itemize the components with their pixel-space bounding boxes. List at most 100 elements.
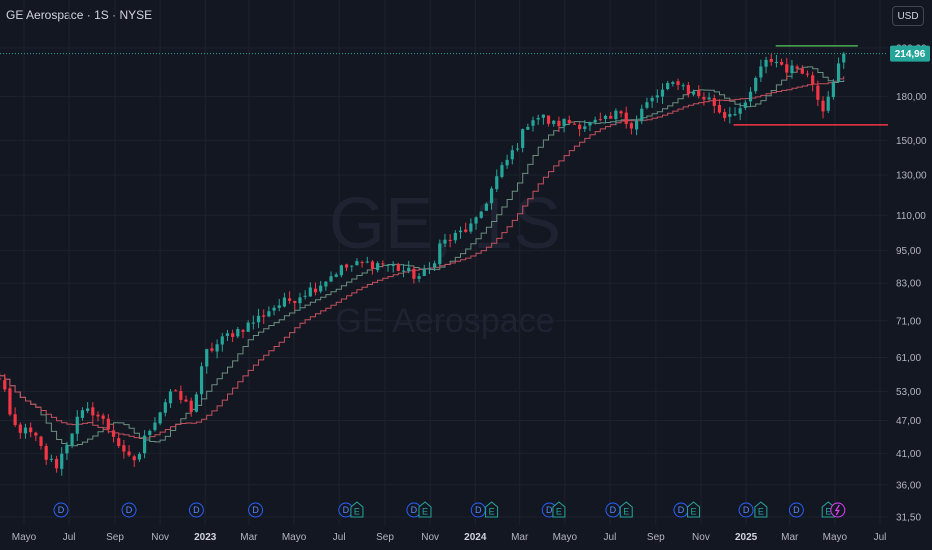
candle-body [91, 407, 95, 416]
candle-body [215, 344, 219, 352]
candle-body [759, 66, 763, 78]
price-axis: 220,00180,00150,00130,00110,0095,0083,00… [896, 44, 927, 524]
candle-body [578, 124, 582, 130]
candle-body [686, 84, 690, 95]
time-axis: Mayo Jul Sep Nov 2023 Mar Mayo Jul Sep Nov 2024 Mar… [12, 532, 887, 543]
candle-body [127, 451, 131, 456]
candle-body [831, 81, 835, 98]
candle-body [764, 59, 768, 67]
candle-body [660, 89, 665, 97]
candle-body [189, 400, 193, 413]
candle-body [370, 261, 375, 269]
candle-body [438, 243, 442, 265]
chart-grid [0, 0, 888, 525]
candle-body [624, 112, 628, 124]
candle-body [557, 120, 561, 127]
earnings-label: E [825, 507, 831, 517]
candle-body [546, 115, 551, 124]
candle-body [717, 104, 722, 113]
x-tick-label: 2023 [194, 532, 217, 543]
candle-body [774, 61, 779, 63]
candle-body [303, 295, 307, 297]
candle-body [526, 126, 530, 130]
candle-body [386, 264, 390, 266]
dividend-label: D [743, 505, 750, 515]
currency-button[interactable]: USD [892, 6, 924, 26]
dividend-icon [188, 502, 204, 518]
candle-body [381, 263, 385, 265]
y-tick-label: 71,00 [896, 316, 921, 327]
candle-body [603, 115, 608, 119]
candle-body [86, 408, 90, 411]
candle-body [567, 119, 571, 124]
candle-body [0, 378, 2, 380]
candle-body [293, 300, 297, 304]
candle-body [168, 391, 173, 404]
x-tick-label: Mar [240, 532, 258, 543]
candle-body [267, 311, 271, 317]
candle-body [583, 126, 587, 129]
candle-body [738, 108, 742, 114]
earnings-icon [619, 501, 633, 518]
candle-body [598, 119, 602, 121]
candle-body [262, 315, 266, 317]
candle-body [101, 415, 105, 419]
candle-body [412, 268, 416, 279]
candle-body [111, 430, 116, 437]
earnings-label: E [489, 507, 495, 517]
earnings-label: E [691, 507, 697, 517]
candle-body [106, 418, 110, 430]
candle-body [780, 62, 784, 65]
dividend-label: D [678, 505, 685, 515]
symbol-name: GE Aerospace [6, 8, 84, 22]
candle-body [18, 424, 22, 433]
candle-body [531, 120, 535, 126]
earnings-icon [552, 501, 566, 518]
y-tick-label: 150,00 [896, 136, 927, 147]
candle-body [536, 117, 540, 120]
candle-body [495, 176, 499, 190]
earnings-label: E [422, 507, 428, 517]
candle-body [785, 64, 789, 73]
candle-body [681, 85, 685, 87]
candle-body [691, 91, 696, 95]
candle-body [464, 229, 468, 232]
candle-body [210, 348, 214, 351]
candle-body [743, 102, 747, 108]
chart-title: GE Aerospace · 1S · NYSE [6, 8, 152, 22]
candle-body [319, 285, 323, 292]
candle-body [655, 95, 659, 98]
candle-body [401, 270, 406, 272]
candle-body [728, 114, 732, 117]
candle-body [733, 114, 737, 116]
candle-body [282, 297, 287, 307]
candle-body [469, 223, 473, 232]
candle-body [277, 305, 281, 308]
title-separator: · [86, 8, 91, 22]
candle-body [148, 430, 152, 436]
candle-body [790, 65, 794, 74]
candle-body [298, 297, 302, 304]
candle-body [34, 432, 38, 436]
y-tick-label: 41,00 [896, 449, 921, 460]
dividend-label: D [193, 505, 200, 515]
candle-body [308, 287, 312, 297]
x-tick-label: Sep [647, 532, 665, 543]
candle-body [754, 77, 758, 92]
candle-body [241, 330, 245, 332]
candle-body [391, 264, 395, 266]
candle-body [49, 458, 53, 460]
candle-body [458, 230, 463, 233]
candle-body [75, 416, 79, 434]
x-tick-label: Mar [511, 532, 529, 543]
x-tick-label: 2024 [464, 532, 487, 543]
candle-body [163, 402, 167, 413]
candle-body [8, 388, 12, 415]
candle-body [427, 268, 432, 270]
candle-body [593, 119, 597, 123]
candle-body [376, 263, 380, 271]
dividend-icon [53, 502, 69, 518]
candle-body [676, 81, 680, 85]
candle-body [614, 110, 618, 120]
